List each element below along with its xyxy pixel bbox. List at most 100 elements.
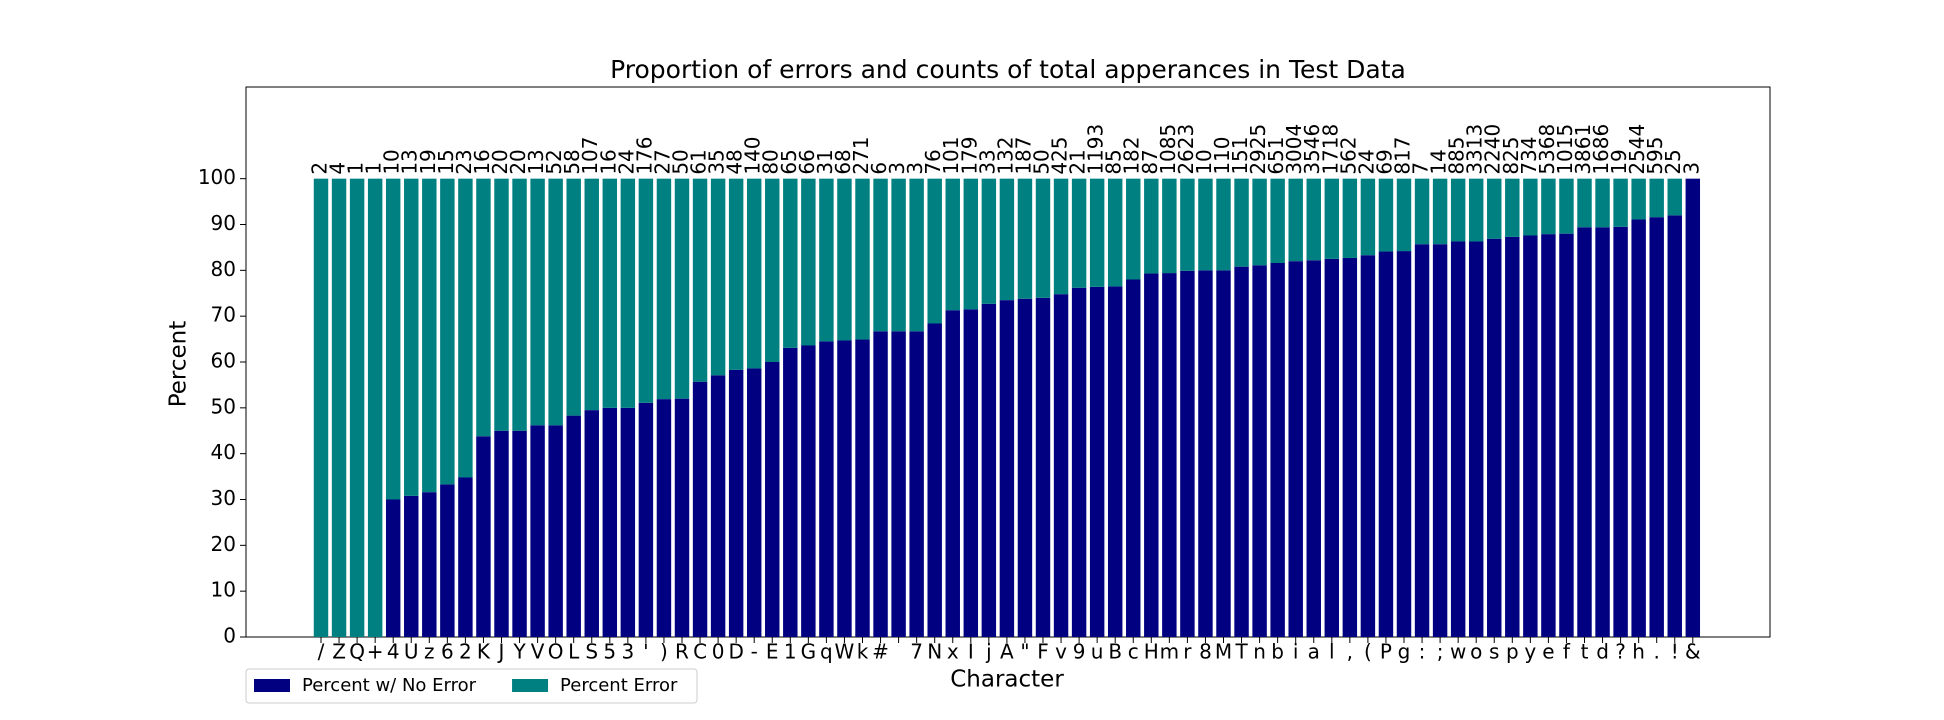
bar-segment (1505, 178, 1520, 237)
bar-segment (1017, 178, 1033, 299)
bar-segment (819, 178, 834, 342)
bar-segment (1144, 273, 1159, 637)
bar-segment (1324, 258, 1340, 637)
bar-segment (656, 178, 672, 400)
bar-segment (349, 178, 365, 637)
legend-swatch (254, 679, 290, 692)
y-tick-label: 80 (211, 257, 236, 281)
count-label: 107 (578, 136, 602, 174)
x-tick-label: h (1632, 640, 1645, 664)
count-label: 50 (1030, 149, 1054, 174)
x-tick-label: " (1020, 640, 1029, 664)
x-tick-label: c (1128, 640, 1139, 664)
y-tick-label: 20 (211, 532, 236, 556)
bar-segment (584, 178, 599, 411)
bar-segment (458, 477, 473, 637)
bar-segment (1198, 270, 1213, 637)
bar-segment (440, 484, 455, 637)
bar-segment (1523, 235, 1538, 637)
bar-segment (1270, 178, 1285, 263)
bar-segment (1667, 215, 1682, 638)
count-label: 50 (669, 149, 693, 174)
x-tick-label: L (568, 640, 580, 664)
bar-segment (1252, 178, 1267, 266)
bar-segment (1631, 178, 1646, 220)
x-tick-label: R (675, 640, 689, 664)
count-label: 179 (957, 136, 981, 174)
count-label: 3861 (1571, 124, 1595, 175)
bar-segment (1685, 178, 1701, 637)
count-label: 1718 (1318, 124, 1342, 175)
x-tick-label: D (728, 640, 743, 664)
x-tick-label: O (548, 640, 564, 664)
x-tick-label: j (985, 640, 992, 664)
x-tick-label: f (1563, 640, 1571, 664)
bar-segment (927, 178, 942, 324)
legend-swatch (512, 679, 549, 692)
x-tick-label: m (1160, 640, 1179, 664)
bar-segment (783, 178, 798, 348)
bar-segment (1378, 178, 1394, 252)
bar-segment (656, 399, 672, 637)
x-tick-label: 9 (1073, 640, 1086, 664)
x-tick-label: U (404, 640, 419, 664)
bar-segment (1667, 178, 1682, 216)
count-label: 1085 (1156, 124, 1180, 175)
bar-segment (855, 178, 870, 340)
bar-segment (837, 178, 852, 341)
bar-segment (855, 339, 870, 637)
bar-segment (1053, 178, 1069, 295)
count-label: 87 (1138, 149, 1162, 174)
x-tick-label: ' (643, 640, 649, 664)
legend-label: Percent Error (560, 675, 678, 696)
bar-segment (710, 178, 726, 376)
x-tick-label: 7 (910, 640, 923, 664)
bar-segment (1324, 178, 1340, 259)
count-label: 35 (705, 149, 729, 174)
bar-segment (1487, 178, 1502, 239)
bar-segment (1613, 226, 1628, 637)
count-label: 24 (1354, 149, 1378, 174)
x-tick-label: G (801, 640, 817, 664)
bar-segment (548, 178, 563, 426)
count-label: 1193 (1084, 124, 1108, 175)
chart-title: Proportion of errors and counts of total… (610, 55, 1406, 84)
x-tick-label: 1 (784, 640, 797, 664)
bar-segment (963, 178, 979, 310)
count-label: 651 (1264, 136, 1288, 174)
bar-segment (476, 436, 491, 637)
bar-segment (548, 425, 563, 637)
x-tick-label: a (1308, 640, 1320, 664)
bar-segment (1180, 178, 1195, 271)
bar-segment (422, 178, 437, 493)
x-tick-label: g (1398, 640, 1411, 664)
bar-segment (909, 331, 924, 637)
count-label: 19 (416, 149, 440, 174)
bar-segment (945, 310, 960, 637)
x-tick-label: & (1685, 640, 1701, 664)
x-tick-label: i (1293, 640, 1299, 664)
y-axis-label: Percent (166, 321, 192, 408)
count-label: 3313 (1463, 124, 1487, 175)
count-label: 182 (1120, 136, 1144, 174)
bar-segment (783, 347, 798, 637)
x-tick-label: V (531, 640, 545, 664)
bar-segment (566, 415, 581, 637)
count-label: 2544 (1625, 124, 1649, 175)
x-tick-label: + (367, 640, 384, 664)
count-label: 2 (308, 162, 332, 175)
x-tick-label: k (857, 640, 869, 664)
bar-segment (891, 178, 906, 332)
count-label: 562 (1336, 136, 1360, 174)
bar-segment (1162, 178, 1177, 274)
bar-segment (1595, 227, 1610, 637)
bar-segment (638, 178, 654, 403)
bar-segment (1360, 255, 1376, 638)
x-tick-label: 3 (621, 640, 634, 664)
count-label: 25 (1661, 149, 1685, 174)
bar-segment (566, 178, 581, 416)
count-label: 65 (777, 149, 801, 174)
bar-segment (620, 178, 636, 408)
bar-segment (999, 178, 1015, 301)
x-tick-label: 0 (712, 640, 725, 664)
